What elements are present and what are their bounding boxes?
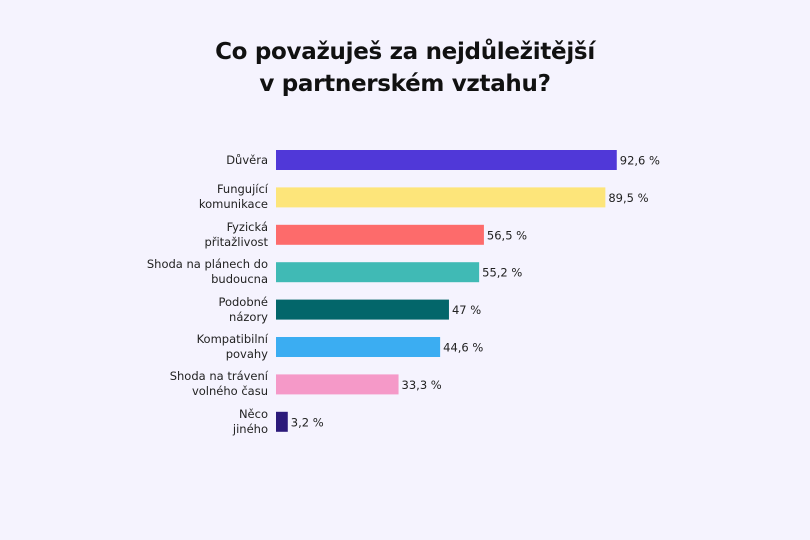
bar [276, 337, 441, 357]
category-label: Shoda na trávení volného času [169, 369, 268, 399]
value-label: 56,5 % [487, 228, 527, 242]
value-label: 92,6 % [620, 154, 660, 168]
bar [276, 411, 288, 432]
category-label: Něco jiného [232, 406, 268, 436]
bar [276, 299, 449, 320]
value-label: 44,6 % [443, 341, 483, 355]
value-label: 3,2 % [291, 415, 324, 429]
value-label: 55,2 % [482, 266, 522, 280]
bar [276, 187, 606, 208]
category-label: Podobné názory [218, 294, 268, 324]
bar [276, 150, 617, 170]
value-label: 89,5 % [608, 191, 648, 205]
bar [276, 224, 484, 245]
value-label: 33,3 % [402, 378, 442, 392]
bar [276, 374, 399, 395]
category-label: Kompatibilní povahy [196, 332, 268, 361]
chart-title: Co považuješ za nejdůležitější v partner… [215, 39, 595, 97]
category-label: Shoda na plánech do budoucna [146, 257, 268, 287]
category-label: Fungující komunikace [198, 182, 268, 212]
value-label: 47 % [452, 303, 481, 317]
bar [276, 262, 480, 283]
category-label: Fyzická přitažlivost [204, 219, 268, 249]
category-label: Důvěra [226, 152, 268, 167]
